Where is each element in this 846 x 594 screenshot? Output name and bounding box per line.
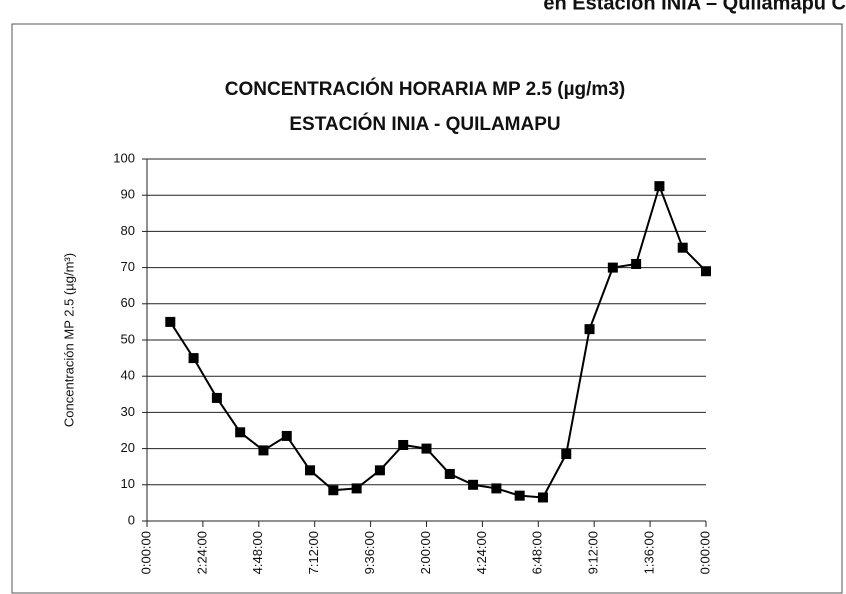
y-tick-label: 30 bbox=[121, 404, 135, 419]
series-line bbox=[169, 183, 707, 499]
data-point bbox=[398, 439, 409, 450]
x-tick-label: 6:48:00 bbox=[530, 531, 545, 574]
chart-subtitle: ESTACIÓN INIA - QUILAMAPU bbox=[289, 113, 560, 135]
y-tick-label: 70 bbox=[121, 259, 135, 274]
y-tick-label: 80 bbox=[121, 223, 135, 238]
x-tick-label: 0:00:00 bbox=[697, 531, 712, 574]
data-point bbox=[444, 468, 455, 479]
y-tick-label: 0 bbox=[128, 512, 135, 527]
chart-frame bbox=[11, 23, 843, 594]
x-tick-label: 0:00:00 bbox=[138, 531, 153, 574]
y-tick-label: 50 bbox=[121, 331, 135, 346]
data-point bbox=[211, 392, 222, 403]
x-tick-label: 9:12:00 bbox=[586, 531, 601, 574]
page-heading: en Estación INIA – Quilamapu C bbox=[543, 0, 846, 14]
data-point bbox=[468, 479, 479, 490]
x-tick-label: 2:00:00 bbox=[418, 531, 433, 574]
x-tick-label: 9:36:00 bbox=[362, 531, 377, 574]
data-point bbox=[701, 266, 711, 277]
data-point bbox=[607, 262, 618, 273]
data-point bbox=[305, 465, 316, 476]
y-tick-label: 10 bbox=[121, 476, 135, 491]
y-tick-label: 90 bbox=[121, 187, 135, 202]
data-point bbox=[328, 485, 339, 496]
data-point bbox=[491, 483, 502, 494]
data-point bbox=[281, 430, 292, 441]
data-point bbox=[537, 492, 548, 503]
y-tick-label: 60 bbox=[121, 295, 135, 310]
x-tick-label: 7:12:00 bbox=[306, 531, 321, 574]
data-point bbox=[584, 324, 595, 335]
data-point bbox=[188, 353, 199, 364]
data-point bbox=[351, 483, 362, 494]
data-point bbox=[235, 427, 246, 438]
data-point bbox=[258, 445, 269, 456]
data-point bbox=[631, 258, 642, 269]
y-tick-label: 100 bbox=[113, 150, 135, 165]
y-tick-label: 40 bbox=[121, 368, 135, 383]
data-point bbox=[374, 465, 385, 476]
x-tick-label: 2:24:00 bbox=[194, 531, 209, 574]
x-tick-label: 4:48:00 bbox=[250, 531, 265, 574]
data-point bbox=[165, 316, 176, 327]
x-tick-label: 1:36:00 bbox=[642, 531, 657, 574]
data-point bbox=[654, 181, 665, 192]
x-tick-label: 4:24:00 bbox=[474, 531, 489, 574]
data-point bbox=[421, 443, 432, 454]
data-point bbox=[514, 490, 525, 501]
y-tick-label: 20 bbox=[121, 440, 135, 455]
data-point bbox=[561, 449, 572, 460]
y-axis-label: Concentración MP 2.5 (µg/m³) bbox=[61, 253, 76, 427]
chart-title: CONCENTRACIÓN HORARIA MP 2.5 (µg/m3) bbox=[225, 78, 625, 100]
data-point bbox=[677, 242, 688, 253]
